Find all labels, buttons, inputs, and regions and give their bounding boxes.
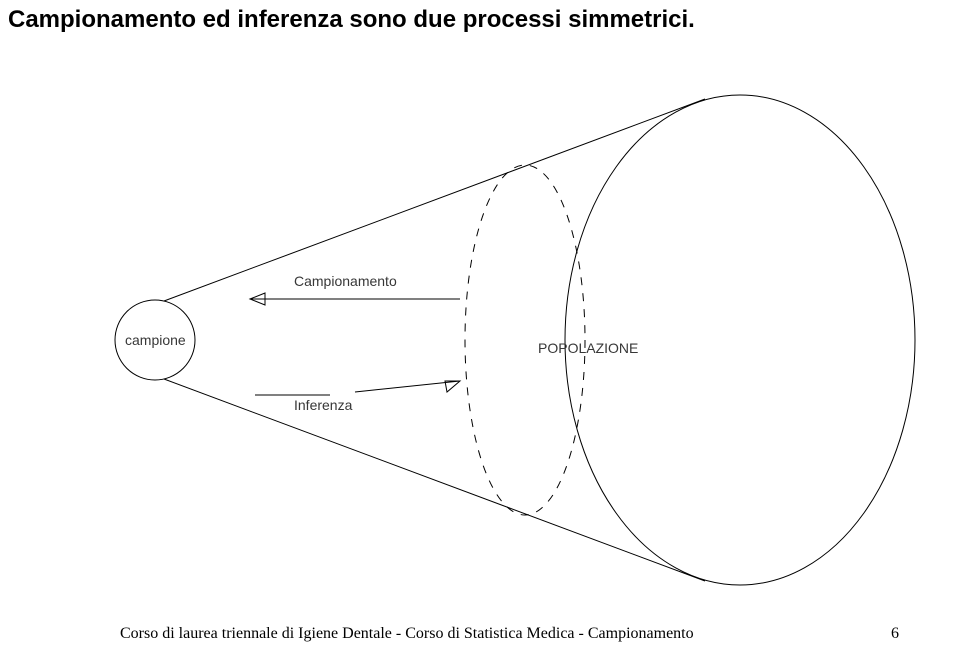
campionamento-label: Campionamento bbox=[294, 273, 397, 289]
footer-text: Corso di laurea triennale di Igiene Dent… bbox=[120, 625, 694, 643]
cone-bottom-line bbox=[164, 379, 705, 581]
cone-top-line bbox=[164, 99, 705, 301]
page-title: Campionamento ed inferenza sono due proc… bbox=[8, 6, 695, 34]
page-number: 6 bbox=[891, 625, 899, 643]
inferenza-arrow-seg2 bbox=[355, 381, 460, 392]
popolazione-label: POPOLAZIONE bbox=[538, 340, 638, 356]
inferenza-label: Inferenza bbox=[294, 397, 353, 413]
diagram-svg: campione Campionamento Inferenza POPOLAZION… bbox=[60, 50, 940, 590]
diagram: campione Campionamento Inferenza POPOLAZION… bbox=[60, 50, 940, 590]
campione-label: campione bbox=[125, 332, 186, 348]
